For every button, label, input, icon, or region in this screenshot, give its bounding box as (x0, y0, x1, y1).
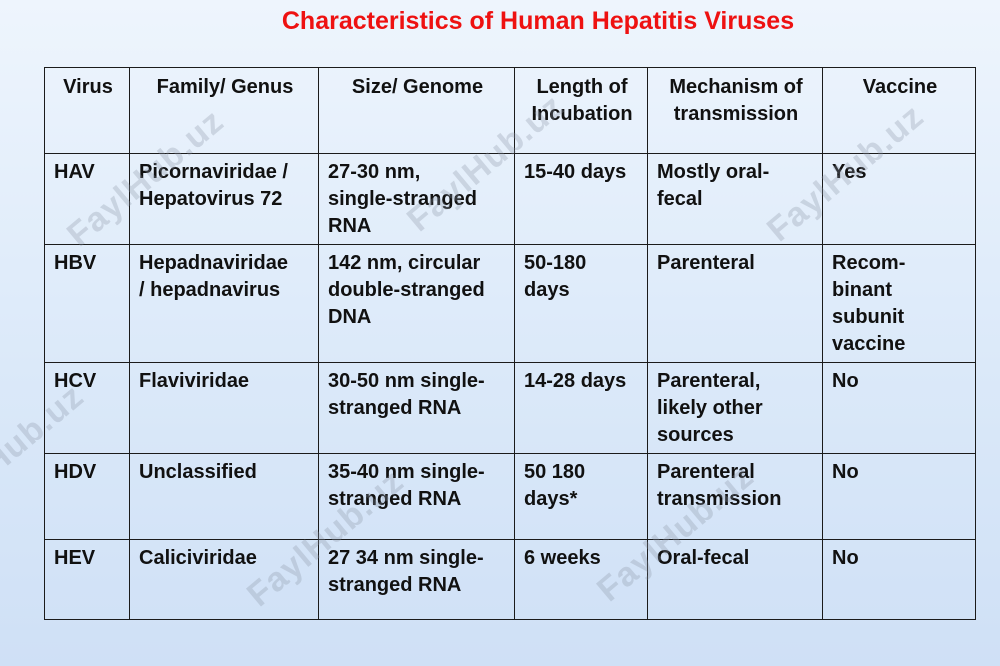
header-transmission: Mechanism of transmission (647, 67, 823, 154)
cell-virus: HAV (44, 153, 130, 245)
cell-vaccine: Recom- binant subunit vaccine (822, 244, 976, 363)
cell-family-genus: Picornaviridae / Hepatovirus 72 (129, 153, 319, 245)
header-family-genus: Family/ Genus (129, 67, 319, 154)
cell-family-genus: Caliciviridae (129, 539, 319, 620)
hepatitis-table: Virus Family/ Genus Size/ Genome Length … (44, 67, 976, 620)
cell-size-genome: 30-50 nm single- stranged RNA (318, 362, 515, 454)
header-incubation: Length of Incubation (514, 67, 648, 154)
cell-incubation: 15-40 days (514, 153, 648, 245)
cell-virus: HDV (44, 453, 130, 540)
cell-transmission: Parenteral, likely other sources (647, 362, 823, 454)
cell-incubation: 50-180 days (514, 244, 648, 363)
cell-size-genome: 35-40 nm single- stranged RNA (318, 453, 515, 540)
cell-virus: HCV (44, 362, 130, 454)
cell-virus: HBV (44, 244, 130, 363)
cell-incubation: 14-28 days (514, 362, 648, 454)
page-title: Characteristics of Human Hepatitis Virus… (281, 7, 795, 35)
header-virus: Virus (44, 67, 130, 154)
cell-incubation: 50 180 days* (514, 453, 648, 540)
table-row: HBV Hepadnaviridae / hepadnavirus 142 nm… (44, 244, 976, 363)
cell-vaccine: No (822, 539, 976, 620)
cell-family-genus: Hepadnaviridae / hepadnavirus (129, 244, 319, 363)
cell-family-genus: Flaviviridae (129, 362, 319, 454)
cell-vaccine: No (822, 453, 976, 540)
cell-vaccine: No (822, 362, 976, 454)
cell-transmission: Oral-fecal (647, 539, 823, 620)
cell-transmission: Mostly oral- fecal (647, 153, 823, 245)
cell-transmission: Parenteral (647, 244, 823, 363)
table-row: HDV Unclassified 35-40 nm single- strang… (44, 453, 976, 540)
table-row: HAV Picornaviridae / Hepatovirus 72 27-3… (44, 153, 976, 245)
header-vaccine: Vaccine (822, 67, 976, 154)
cell-transmission: Parenteral transmission (647, 453, 823, 540)
cell-incubation: 6 weeks (514, 539, 648, 620)
header-size-genome: Size/ Genome (318, 67, 515, 154)
cell-virus: HEV (44, 539, 130, 620)
cell-size-genome: 27 34 nm single- stranged RNA (318, 539, 515, 620)
cell-size-genome: 27-30 nm, single-stranged RNA (318, 153, 515, 245)
cell-family-genus: Unclassified (129, 453, 319, 540)
table-row: HCV Flaviviridae 30-50 nm single- strang… (44, 362, 976, 454)
header-row: Virus Family/ Genus Size/ Genome Length … (44, 67, 976, 154)
cell-vaccine: Yes (822, 153, 976, 245)
cell-size-genome: 142 nm, circular double-stranged DNA (318, 244, 515, 363)
table-row: HEV Caliciviridae 27 34 nm single- stran… (44, 539, 976, 620)
